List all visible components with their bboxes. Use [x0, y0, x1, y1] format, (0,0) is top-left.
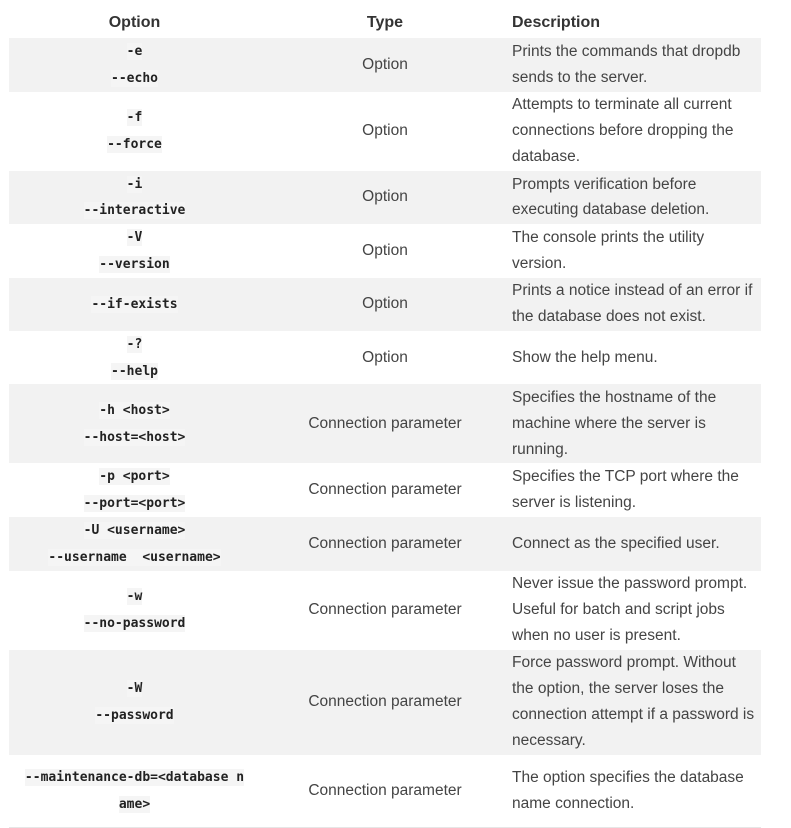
type-cell: Connection parameter	[260, 516, 510, 571]
option-flag: --version	[99, 255, 170, 273]
table-row: -U <username> --username <username> Connec…	[9, 516, 761, 571]
option-flag: -p <port>	[99, 468, 170, 486]
option-flag: --interactive	[83, 202, 186, 220]
type-cell: Option	[260, 38, 510, 92]
option-flag: -?	[126, 335, 143, 353]
option-flag: -e	[126, 43, 143, 60]
table-row: -p <port> --port=<port> Connection paramet…	[9, 463, 761, 517]
description-cell: The console prints the utility version.	[512, 229, 705, 272]
option-flag: --port=<port>	[83, 495, 186, 513]
table-row: -f --force Option Attempts to terminate all…	[9, 92, 761, 171]
table-row: -i --interactive Option Prompts verificatio…	[9, 170, 761, 225]
type-cell: Connection parameter	[308, 481, 462, 499]
option-cell: -f --force	[9, 92, 260, 171]
option-cell: --maintenance-db=<database n ame>	[9, 754, 260, 828]
option-flag: --host=<host>	[83, 428, 186, 446]
table-row: --if-exists Option Prints a notice instead…	[9, 277, 761, 331]
option-cell: -e --echo	[9, 38, 260, 92]
table-row: -e --echo Option Prints the commands that d…	[9, 38, 761, 92]
option-flag: -f	[126, 109, 143, 127]
table-header-row: Option Type Description	[9, 8, 761, 38]
description-cell: Connect as the specified user.	[510, 516, 761, 571]
table-row: -W --password Connection parameter Force pa…	[9, 649, 761, 755]
type-cell: Connection parameter	[260, 384, 510, 464]
option-flag: -V	[126, 229, 143, 247]
option-cell: -p <port> --port=<port>	[9, 463, 260, 517]
option-flag: -h <host>	[99, 402, 170, 420]
description-cell: Never issue the password prompt. Useful …	[512, 575, 748, 644]
type-cell: Option	[362, 242, 408, 260]
description-cell: Prints the commands that dropdb sends to…	[510, 38, 761, 92]
type-cell: Option	[362, 348, 408, 366]
option-flag: -U <username>	[83, 521, 186, 539]
header-type: Type	[366, 14, 404, 31]
option-cell: -w --no-password	[9, 571, 260, 650]
table-row: -h <host> --host=<host> Connection paramet…	[9, 384, 761, 464]
option-flag: --no-password	[83, 615, 186, 633]
option-flag: -w	[126, 588, 143, 606]
description-cell: Specifies the hostname of the machine wh…	[510, 384, 761, 464]
option-flag: ame>	[118, 795, 151, 813]
type-cell: Option	[362, 122, 408, 140]
option-flag: --password	[95, 707, 174, 725]
table-row: --maintenance-db=<database n ame> Connecti…	[9, 754, 761, 828]
option-cell: -i --interactive	[9, 170, 260, 225]
type-cell: Option	[260, 170, 510, 225]
header-option: Option	[108, 14, 161, 31]
option-flag: --username <username>	[48, 548, 221, 566]
type-cell: Option	[260, 277, 510, 331]
description-cell: The option specifies the database name c…	[510, 754, 761, 828]
description-cell: Attempts to terminate all current connec…	[512, 96, 734, 165]
option-cell: -U <username> --username <username>	[9, 516, 260, 571]
option-flag: --help	[111, 362, 158, 380]
header-description: Description	[512, 14, 601, 31]
option-flag: --echo	[111, 69, 158, 87]
option-flag: --if-exists	[91, 295, 178, 313]
type-cell: Connection parameter	[260, 649, 510, 755]
option-cell: -? --help	[9, 331, 260, 385]
dropdb-options-table: Option Type Description -e --echo Option Pr…	[9, 8, 761, 828]
table-row: -? --help Option Show the help menu.	[9, 331, 761, 385]
option-flag: -i	[126, 175, 143, 193]
type-cell: Connection parameter	[260, 754, 510, 828]
table-row: -w --no-password Connection parameter Never…	[9, 571, 761, 650]
description-cell: Specifies the TCP port where the server …	[512, 468, 739, 512]
description-cell: Prompts verification before executing da…	[510, 170, 761, 225]
option-flag: --maintenance-db=<database n	[24, 769, 245, 787]
type-cell: Connection parameter	[308, 601, 462, 619]
option-flag: --force	[107, 136, 162, 154]
option-cell: -W --password	[9, 649, 260, 755]
description-cell: Show the help menu.	[512, 348, 658, 366]
option-cell: -V --version	[9, 224, 260, 278]
description-cell: Prints a notice instead of an error if t…	[510, 277, 761, 331]
description-cell: Force password prompt. Without the optio…	[510, 649, 761, 755]
option-cell: -h <host> --host=<host>	[9, 384, 260, 464]
option-cell: --if-exists	[9, 277, 260, 331]
table-row: -V --version Option The console prints the …	[9, 224, 761, 278]
option-flag: -W	[126, 680, 143, 698]
